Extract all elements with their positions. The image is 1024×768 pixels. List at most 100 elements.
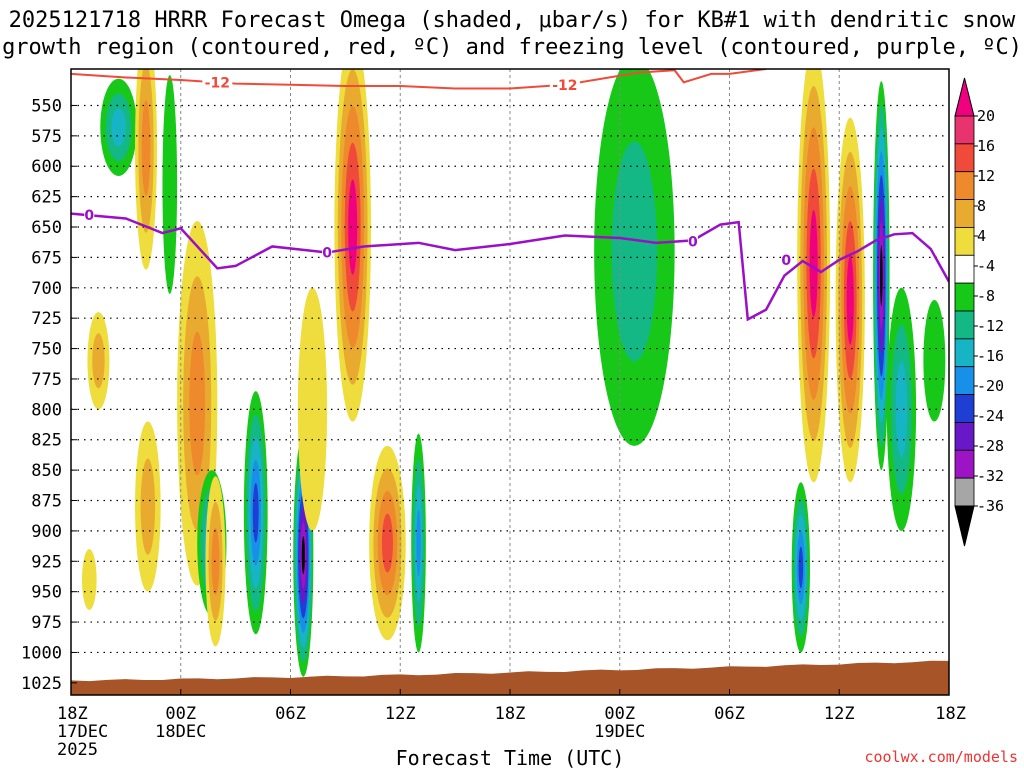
x-tick-date: 18DEC (155, 722, 206, 742)
colorbar-swatch (954, 254, 975, 284)
omega-cell (135, 421, 161, 592)
omega-contour-fill (611, 141, 658, 362)
grid-lines (71, 69, 949, 695)
y-tick-label: 775 (31, 370, 62, 390)
omega-contour-fill (381, 513, 393, 573)
y-tick-label: 650 (31, 218, 62, 238)
omega-contour-fill (895, 361, 908, 458)
omega-contour-fill (140, 458, 156, 555)
omega-contour-fill (301, 536, 305, 575)
colorbar-swatch (954, 366, 975, 395)
y-tick-label: 1000 (21, 643, 62, 663)
y-tick-label: 750 (31, 340, 62, 360)
y-tick-label: 975 (31, 613, 62, 633)
omega-contour-fill (81, 549, 97, 610)
y-tick-label: 1025 (21, 674, 62, 694)
x-tick-label: 12Z (824, 704, 855, 724)
omega-contour-fill (798, 546, 804, 589)
omega-contour-fill (141, 100, 151, 196)
y-tick-label: 675 (31, 248, 62, 268)
omega-cell (886, 287, 917, 531)
contour-labels: -12 -12 0 0 0 0 (84, 74, 792, 269)
contour-label-bg (687, 233, 698, 249)
colorbar-label: -28 (977, 437, 1004, 455)
omega-contour-fill (92, 333, 105, 389)
omega-contour-fill (416, 509, 421, 577)
omega-cell (923, 299, 946, 422)
omega-cell (81, 549, 97, 610)
y-tick-label: 900 (31, 522, 62, 542)
omega-contour-fill (348, 179, 358, 275)
omega-shading (81, 69, 946, 677)
contour-label: -12 (205, 75, 230, 91)
colorbar-label: -24 (977, 407, 1004, 425)
colorbar-swatch (954, 394, 975, 423)
omega-contour-fill (846, 255, 854, 345)
colorbar-label: 20 (977, 107, 995, 125)
colorbar-swatch (954, 282, 975, 312)
colorbar-label: -16 (977, 347, 1004, 365)
x-tick-date: 19DEC (594, 722, 645, 742)
omega-cell (411, 433, 426, 653)
y-tick-label: 575 (31, 127, 62, 147)
y-tick-label: 850 (31, 461, 62, 481)
omega-cell (100, 78, 137, 176)
x-tick-label: 06Z (275, 704, 306, 724)
x-tick-label: 12Z (385, 704, 416, 724)
terrain-fill (71, 660, 949, 695)
contour-label-bg (84, 206, 95, 222)
omega-cell (87, 312, 110, 410)
contour-label-bg (781, 251, 792, 267)
contour-label: 0 (688, 235, 698, 251)
colorbar-label: 12 (977, 167, 995, 185)
x-tick-label: 00Z (165, 704, 196, 724)
contour-label-bg (322, 244, 333, 260)
y-axis-ticks: 550 575 600 625 650 675 700 725 750 775 800 825 850 8… (21, 96, 77, 694)
omega-cell (791, 482, 810, 653)
colorbar-label: 8 (977, 197, 986, 215)
contour-label: -12 (552, 78, 577, 94)
colorbar-swatch (954, 227, 975, 256)
contour-label: 0 (84, 208, 94, 224)
y-tick-label: 925 (31, 552, 62, 572)
omega-contour-fill (923, 299, 946, 422)
omega-cell (243, 391, 268, 635)
x-tick-label: 18Z (935, 704, 966, 724)
omega-cell (873, 81, 890, 471)
x-tick-date: 17DEC (57, 722, 108, 742)
contour-label-bg (549, 76, 580, 92)
omega-cell (797, 69, 831, 483)
omega-contour-fill (809, 209, 818, 318)
omega-contour-fill (211, 527, 220, 595)
y-tick-label: 800 (31, 400, 62, 420)
y-tick-label: 700 (31, 279, 62, 299)
y-tick-label: 725 (31, 309, 62, 329)
colorbar-label: -8 (977, 287, 995, 305)
colorbar-label: -36 (977, 497, 1004, 515)
colorbar-swatch (954, 143, 975, 173)
colorbar-swatch (954, 199, 975, 228)
colorbar-top-arrow (954, 77, 975, 117)
colorbar: 20 16 12 8 4 -4 -8 -12 -16 -20 -24 -28 -32 -36 (954, 77, 1004, 547)
colorbar-label: 16 (977, 137, 995, 155)
plot-area: -12 -12 0 0 0 0 (71, 69, 949, 695)
colorbar-swatch (954, 338, 975, 368)
omega-contour-fill (162, 75, 178, 294)
y-tick-label: 950 (31, 583, 62, 603)
colorbar-label: -4 (977, 257, 995, 275)
contour-label: 0 (781, 253, 791, 269)
colorbar-label: -12 (977, 317, 1004, 335)
y-tick-label: 825 (31, 431, 62, 451)
y-tick-label: 550 (31, 96, 62, 116)
colorbar-swatch (954, 115, 975, 145)
omega-contour-fill (880, 245, 883, 307)
omega-cell (135, 69, 157, 270)
x-tick-label: 06Z (714, 704, 745, 724)
omega-cell (594, 69, 675, 446)
omega-cell (162, 75, 178, 294)
omega-contour-fill (111, 108, 126, 147)
x-axis-label: Forecast Time (UTC) (396, 746, 625, 768)
contour-label: 0 (322, 246, 332, 262)
